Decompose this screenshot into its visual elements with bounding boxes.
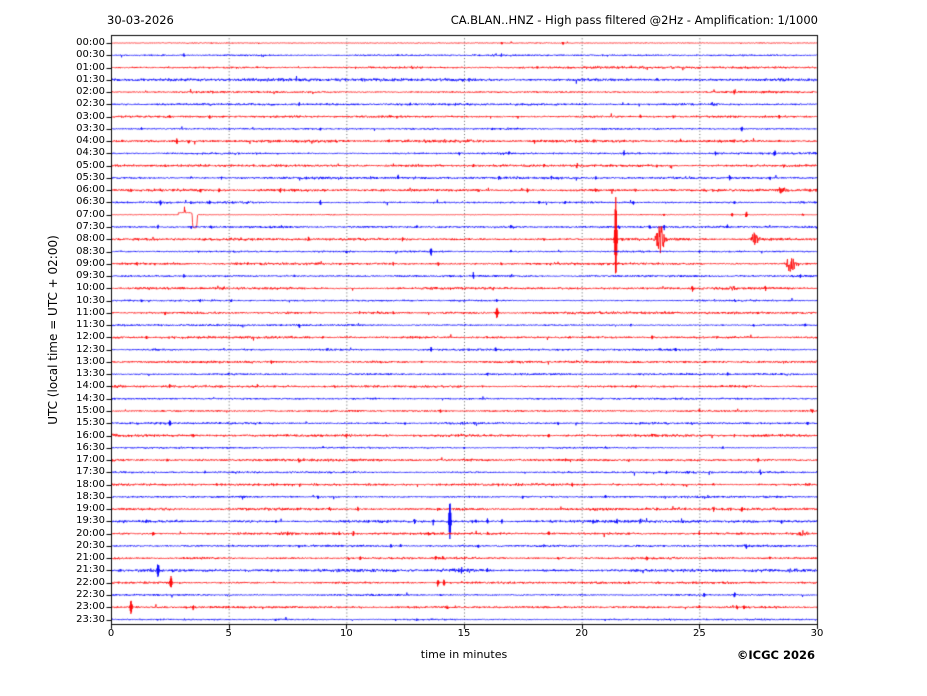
x-tick-label: 15 [457,628,471,639]
y-tick-label: 14:00 [76,380,105,392]
y-tick-label: 04:00 [76,135,105,147]
y-tick-label: 03:30 [76,122,105,134]
y-tick-label: 19:30 [76,515,105,527]
y-tick-label: 16:30 [76,441,105,453]
y-tick-label: 15:00 [76,404,105,416]
y-tick-label: 04:30 [76,147,105,159]
x-tick-label: 10 [339,628,353,639]
y-tick-label: 00:30 [76,49,105,61]
y-tick-label: 08:00 [76,233,105,245]
y-tick-label: 09:00 [76,257,105,269]
y-tick-label: 20:30 [76,539,105,551]
y-tick-label: 22:00 [76,576,105,588]
y-tick-label: 16:00 [76,429,105,441]
y-tick-label: 17:30 [76,466,105,478]
y-tick-label: 13:30 [76,368,105,380]
y-tick-label: 12:00 [76,331,105,343]
y-tick-label: 09:30 [76,270,105,282]
y-tick-label: 03:00 [76,110,105,122]
y-tick-label: 18:30 [76,490,105,502]
y-tick-label: 12:30 [76,343,105,355]
y-tick-label: 01:30 [76,73,105,85]
y-tick-label: 21:00 [76,552,105,564]
y-tick-label: 05:30 [76,171,105,183]
x-tick-label: 5 [225,628,232,639]
y-tick-label: 01:00 [76,61,105,73]
x-tick-label: 25 [692,628,706,639]
y-tick-label: 22:30 [76,588,105,600]
y-tick-label: 02:30 [76,98,105,110]
y-tick-label: 02:00 [76,86,105,98]
y-tick-label: 11:00 [76,306,105,318]
y-tick-label: 08:30 [76,245,105,257]
y-tick-label: 06:30 [76,196,105,208]
y-tick-label: 14:30 [76,392,105,404]
y-tick-label: 11:30 [76,319,105,331]
y-tick-label: 15:30 [76,417,105,429]
y-tick-label: 23:30 [76,613,105,625]
y-tick-label: 18:00 [76,478,105,490]
x-tick-label: 0 [107,628,115,639]
date-title: 30-03-2026 [107,13,174,27]
x-axis-label: time in minutes [420,648,508,661]
y-tick-label: 00:00 [76,37,105,48]
y-tick-label: 23:00 [76,601,105,613]
y-tick-label: 07:30 [76,220,105,232]
copyright-text: ©ICGC 2026 [736,648,815,662]
station-title: CA.BLAN..HNZ - High pass filtered @2Hz -… [450,13,818,27]
y-tick-label: 20:00 [76,527,105,539]
y-tick-label: 19:00 [76,503,105,515]
y-tick-label: 05:00 [76,159,105,171]
y-tick-label: 21:30 [76,564,105,576]
x-tick-label: 30 [810,628,824,639]
y-tick-label: 17:00 [76,454,105,466]
y-tick-label: 10:30 [76,294,105,306]
y-tick-label: 07:00 [76,208,105,220]
x-tick-label: 20 [575,628,589,639]
y-tick-label: 10:00 [76,282,105,294]
y-tick-label: 13:00 [76,355,105,367]
y-tick-label: 06:00 [76,184,105,196]
